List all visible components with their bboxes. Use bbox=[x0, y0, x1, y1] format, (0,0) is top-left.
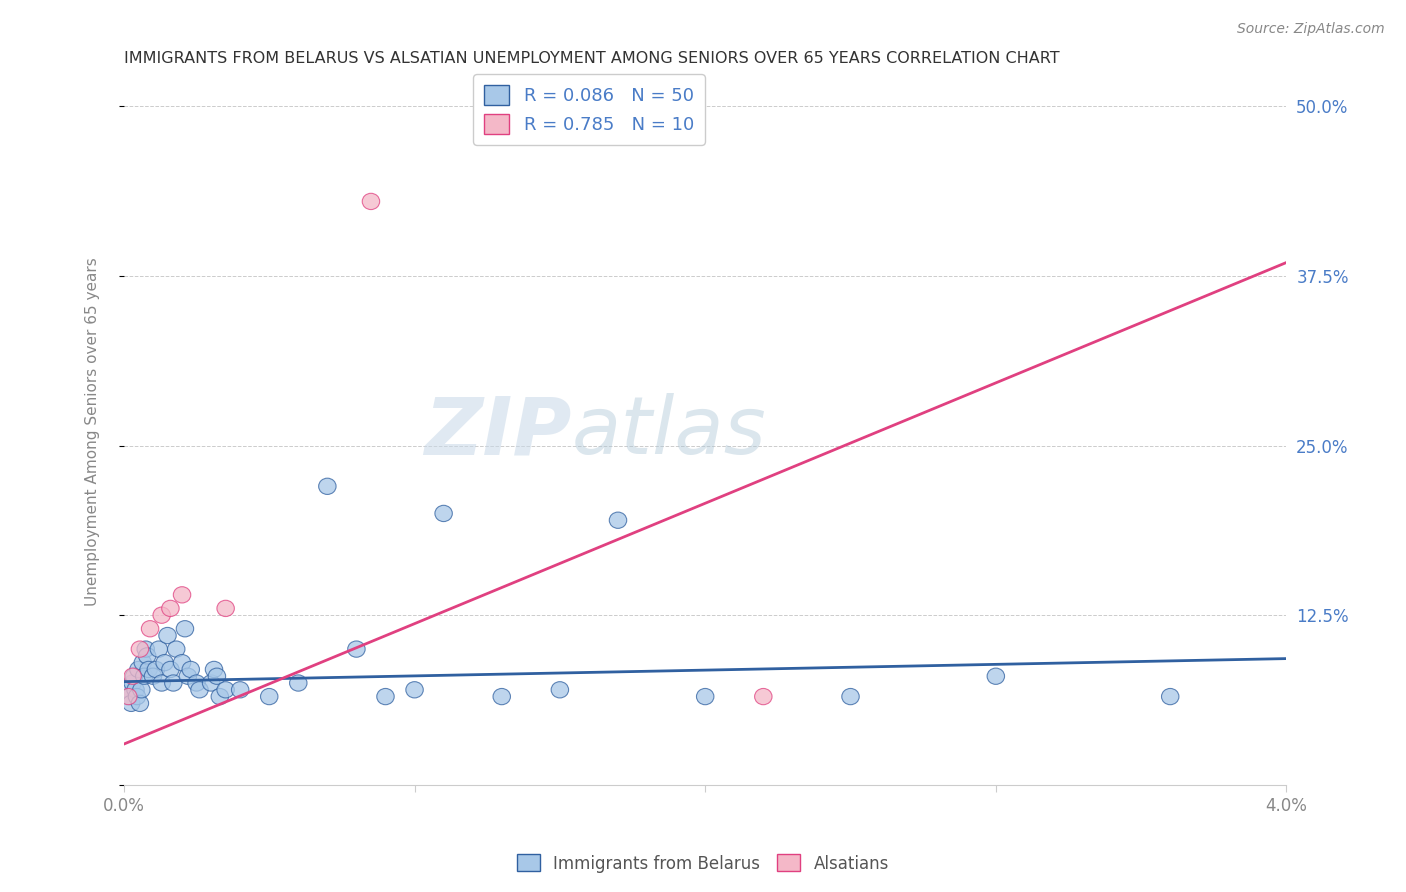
Ellipse shape bbox=[121, 689, 138, 705]
Ellipse shape bbox=[150, 641, 167, 657]
Ellipse shape bbox=[120, 681, 136, 698]
Ellipse shape bbox=[131, 695, 149, 712]
Ellipse shape bbox=[129, 661, 148, 678]
Text: atlas: atlas bbox=[571, 393, 766, 471]
Ellipse shape bbox=[290, 675, 307, 691]
Ellipse shape bbox=[377, 689, 394, 705]
Ellipse shape bbox=[125, 668, 143, 684]
Ellipse shape bbox=[132, 681, 150, 698]
Ellipse shape bbox=[128, 689, 146, 705]
Ellipse shape bbox=[156, 655, 173, 671]
Ellipse shape bbox=[134, 655, 152, 671]
Ellipse shape bbox=[167, 641, 186, 657]
Ellipse shape bbox=[755, 689, 772, 705]
Ellipse shape bbox=[609, 512, 627, 528]
Text: ZIP: ZIP bbox=[425, 393, 571, 471]
Ellipse shape bbox=[232, 681, 249, 698]
Ellipse shape bbox=[696, 689, 714, 705]
Text: Source: ZipAtlas.com: Source: ZipAtlas.com bbox=[1237, 22, 1385, 37]
Ellipse shape bbox=[139, 661, 157, 678]
Ellipse shape bbox=[347, 641, 366, 657]
Ellipse shape bbox=[173, 655, 191, 671]
Ellipse shape bbox=[1161, 689, 1180, 705]
Ellipse shape bbox=[208, 668, 225, 684]
Ellipse shape bbox=[217, 681, 235, 698]
Ellipse shape bbox=[124, 675, 142, 691]
Ellipse shape bbox=[205, 661, 222, 678]
Ellipse shape bbox=[145, 668, 162, 684]
Text: IMMIGRANTS FROM BELARUS VS ALSATIAN UNEMPLOYMENT AMONG SENIORS OVER 65 YEARS COR: IMMIGRANTS FROM BELARUS VS ALSATIAN UNEM… bbox=[124, 51, 1060, 66]
Ellipse shape bbox=[211, 689, 229, 705]
Ellipse shape bbox=[148, 661, 165, 678]
Ellipse shape bbox=[120, 689, 136, 705]
Ellipse shape bbox=[434, 505, 453, 522]
Ellipse shape bbox=[202, 675, 219, 691]
Ellipse shape bbox=[494, 689, 510, 705]
Ellipse shape bbox=[179, 668, 197, 684]
Ellipse shape bbox=[363, 194, 380, 210]
Ellipse shape bbox=[260, 689, 278, 705]
Ellipse shape bbox=[188, 675, 205, 691]
Y-axis label: Unemployment Among Seniors over 65 years: Unemployment Among Seniors over 65 years bbox=[86, 258, 100, 607]
Ellipse shape bbox=[159, 627, 176, 644]
Ellipse shape bbox=[191, 681, 208, 698]
Ellipse shape bbox=[842, 689, 859, 705]
Legend: Immigrants from Belarus, Alsatians: Immigrants from Belarus, Alsatians bbox=[510, 847, 896, 880]
Ellipse shape bbox=[142, 621, 159, 637]
Ellipse shape bbox=[153, 607, 170, 624]
Ellipse shape bbox=[131, 641, 149, 657]
Ellipse shape bbox=[162, 600, 179, 616]
Ellipse shape bbox=[153, 675, 170, 691]
Ellipse shape bbox=[124, 668, 142, 684]
Legend: R = 0.086   N = 50, R = 0.785   N = 10: R = 0.086 N = 50, R = 0.785 N = 10 bbox=[472, 74, 704, 145]
Ellipse shape bbox=[181, 661, 200, 678]
Ellipse shape bbox=[165, 675, 181, 691]
Ellipse shape bbox=[319, 478, 336, 494]
Ellipse shape bbox=[135, 668, 153, 684]
Ellipse shape bbox=[162, 661, 179, 678]
Ellipse shape bbox=[217, 600, 235, 616]
Ellipse shape bbox=[122, 695, 139, 712]
Ellipse shape bbox=[173, 587, 191, 603]
Ellipse shape bbox=[138, 648, 156, 664]
Ellipse shape bbox=[176, 621, 194, 637]
Ellipse shape bbox=[987, 668, 1004, 684]
Ellipse shape bbox=[406, 681, 423, 698]
Ellipse shape bbox=[136, 641, 155, 657]
Ellipse shape bbox=[551, 681, 568, 698]
Ellipse shape bbox=[127, 681, 145, 698]
